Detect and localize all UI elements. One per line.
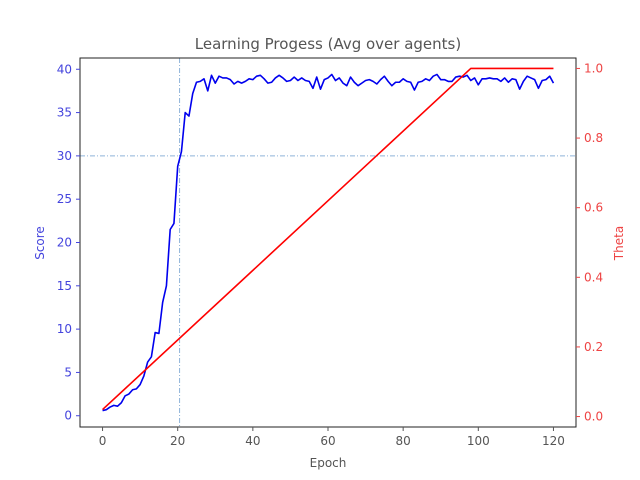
reference-lines — [80, 58, 576, 427]
score-series-line — [102, 73, 555, 412]
y-left-tick-label: 30 — [57, 149, 72, 163]
y-axis-right-label: Theta — [612, 226, 626, 261]
y-left-tick-label: 25 — [57, 192, 72, 206]
y-right-tick-label: 0.4 — [584, 270, 603, 284]
y-left-tick-label: 5 — [64, 365, 72, 379]
x-tick-label: 60 — [320, 434, 335, 448]
series-layer — [102, 67, 555, 412]
y-right-tick-label: 1.0 — [584, 61, 603, 75]
y-left-tick-label: 0 — [64, 409, 72, 423]
x-axis-label: Epoch — [310, 456, 347, 470]
y-left-tick-label: 15 — [57, 279, 72, 293]
plot-frame — [79, 57, 577, 428]
y-right-tick-label: 0.6 — [584, 201, 603, 215]
y-axis-right: 0.0 0.2 0.4 0.6 0.8 1.0 — [576, 61, 603, 424]
x-tick-label: 40 — [245, 434, 260, 448]
x-tick-label: 120 — [542, 434, 565, 448]
y-left-tick-label: 20 — [57, 236, 72, 250]
x-axis: 0 20 40 60 80 100 120 — [99, 427, 565, 448]
y-left-tick-label: 10 — [57, 322, 72, 336]
y-axis-left-label: Score — [33, 226, 47, 260]
y-right-tick-label: 0.8 — [584, 131, 603, 145]
y-left-tick-label: 35 — [57, 106, 72, 120]
x-tick-label: 80 — [396, 434, 411, 448]
x-tick-label: 100 — [467, 434, 490, 448]
y-right-tick-label: 0.2 — [584, 340, 603, 354]
y-axis-left: 0 5 10 15 20 25 30 35 40 — [57, 62, 80, 423]
x-tick-label: 0 — [99, 434, 107, 448]
chart-title: Learning Progess (Avg over agents) — [195, 35, 461, 53]
x-tick-label: 20 — [170, 434, 185, 448]
theta-series-line — [102, 67, 554, 411]
y-left-tick-label: 40 — [57, 62, 72, 76]
y-right-tick-label: 0.0 — [584, 410, 603, 424]
